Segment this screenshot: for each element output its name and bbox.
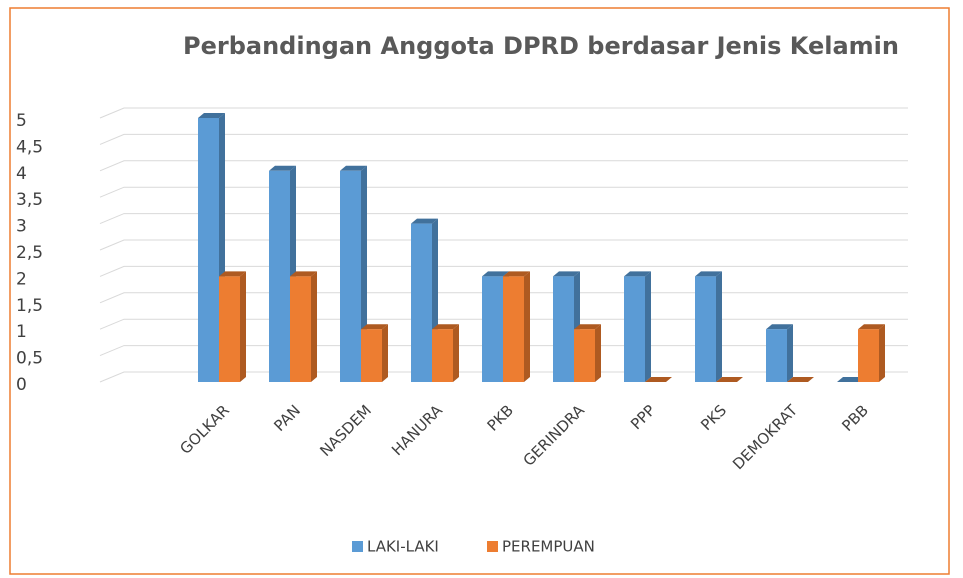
y-tick-label: 0 bbox=[16, 375, 27, 395]
bar bbox=[432, 329, 453, 382]
bar-top bbox=[503, 271, 530, 277]
bar bbox=[340, 170, 361, 382]
bar-top bbox=[645, 377, 672, 382]
bar-top bbox=[290, 271, 317, 277]
y-tick-label: 0,5 bbox=[16, 349, 43, 369]
y-tick-label: 2,5 bbox=[16, 243, 43, 263]
bar-side bbox=[645, 271, 651, 382]
bar-side bbox=[382, 324, 388, 382]
bar-top bbox=[624, 271, 651, 277]
bar-side bbox=[879, 324, 885, 382]
bar-top bbox=[219, 271, 246, 277]
bar bbox=[269, 170, 290, 382]
y-tick-label: 2 bbox=[16, 269, 27, 289]
y-tick-label: 5 bbox=[16, 111, 27, 131]
bar-side bbox=[716, 271, 722, 382]
legend-swatch bbox=[487, 541, 498, 552]
legend-swatch bbox=[352, 541, 363, 552]
bar-top bbox=[340, 165, 367, 171]
bar-side bbox=[787, 324, 793, 382]
bar-top bbox=[269, 165, 296, 171]
bar bbox=[198, 118, 219, 382]
bar-top bbox=[574, 324, 601, 330]
bar-side bbox=[524, 271, 530, 382]
grid-line bbox=[99, 160, 908, 172]
bar-top bbox=[553, 271, 580, 277]
bar bbox=[766, 329, 787, 382]
grid-line bbox=[99, 186, 908, 198]
bar bbox=[574, 329, 595, 382]
bar bbox=[503, 276, 524, 382]
bar-top bbox=[482, 271, 509, 277]
y-tick-label: 1 bbox=[16, 322, 27, 342]
legend-label: PEREMPUAN bbox=[502, 538, 595, 556]
bar-top bbox=[695, 271, 722, 277]
grid-line bbox=[99, 133, 908, 145]
bar-top bbox=[411, 218, 438, 224]
bar-top bbox=[432, 324, 459, 330]
y-tick-label: 3,5 bbox=[16, 190, 43, 210]
bar-side bbox=[311, 271, 317, 382]
bar-top bbox=[716, 377, 743, 382]
bar bbox=[858, 329, 879, 382]
bar-side bbox=[240, 271, 246, 382]
bar-top bbox=[787, 377, 814, 382]
grid-line bbox=[99, 107, 908, 119]
bar-side bbox=[595, 324, 601, 382]
bar-top bbox=[766, 324, 793, 330]
chart-border bbox=[9, 7, 950, 575]
y-tick-label: 1,5 bbox=[16, 296, 43, 316]
grid-line bbox=[99, 265, 908, 277]
bar-top bbox=[361, 324, 388, 330]
bar bbox=[411, 223, 432, 382]
bar bbox=[695, 276, 716, 382]
bar bbox=[290, 276, 311, 382]
bar-top bbox=[837, 377, 864, 382]
chart-title: Perbandingan Anggota DPRD berdasar Jenis… bbox=[183, 32, 899, 60]
y-tick-label: 4 bbox=[16, 164, 27, 184]
bar-top bbox=[198, 113, 225, 118]
grid-line bbox=[99, 239, 908, 251]
bar bbox=[219, 276, 240, 382]
bar bbox=[553, 276, 574, 382]
bar-top bbox=[858, 324, 885, 330]
bar bbox=[482, 276, 503, 382]
legend-label: LAKI-LAKI bbox=[367, 538, 439, 556]
y-tick-label: 3 bbox=[16, 217, 27, 237]
bar bbox=[624, 276, 645, 382]
grid-line bbox=[99, 213, 908, 225]
bar-side bbox=[453, 324, 459, 382]
bar bbox=[361, 329, 382, 382]
y-tick-label: 4,5 bbox=[16, 137, 43, 157]
